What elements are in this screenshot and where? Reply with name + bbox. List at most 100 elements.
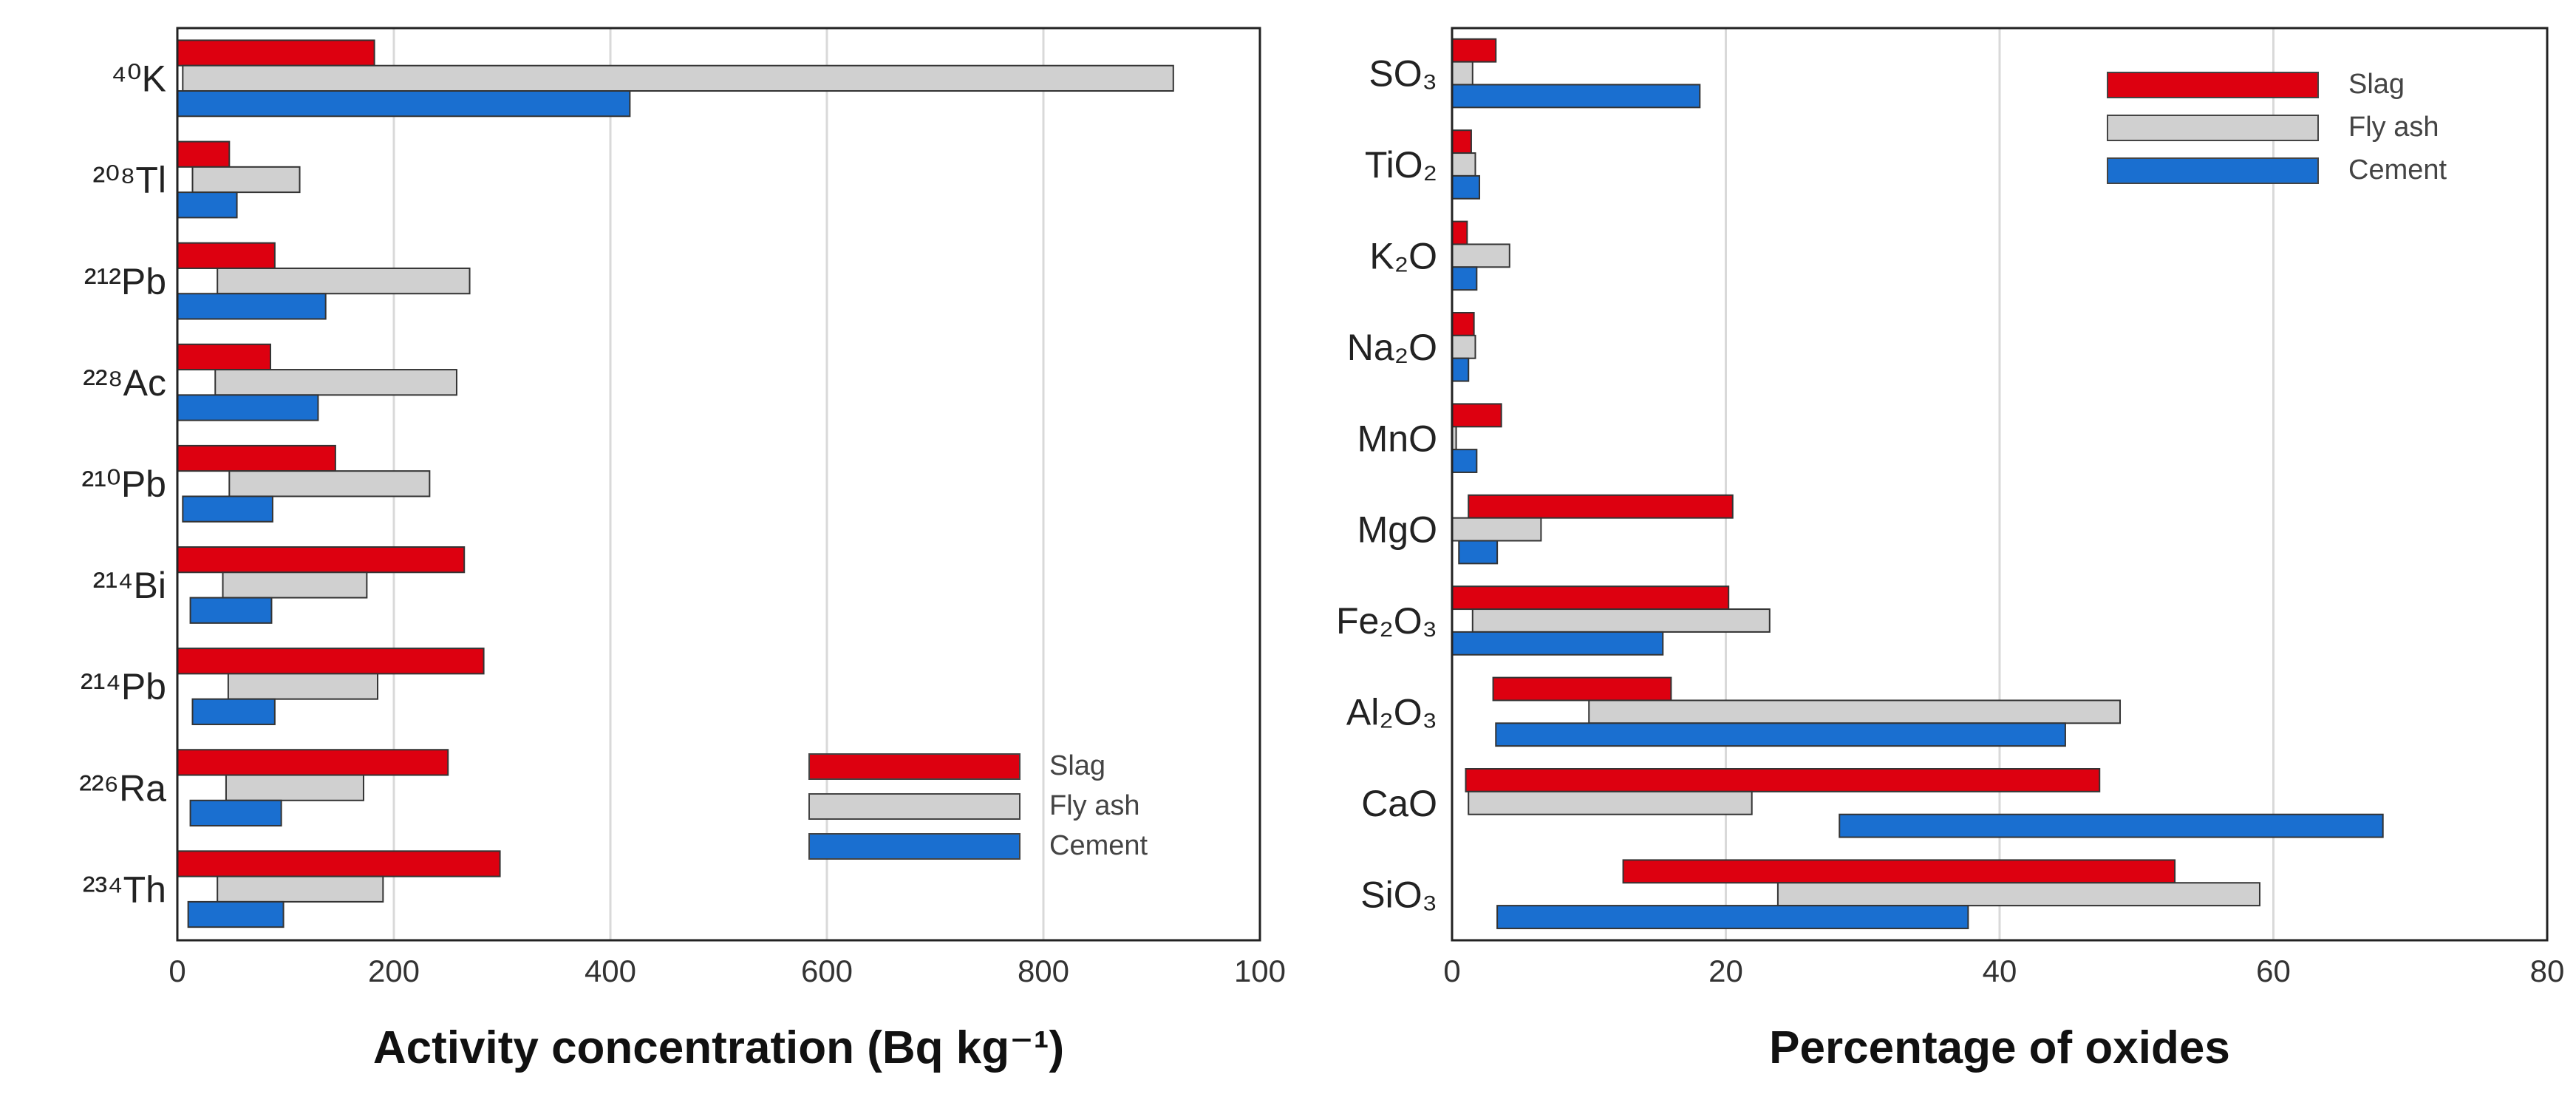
category-label: Na₂O (1347, 327, 1437, 368)
bar-slag (177, 39, 375, 67)
chart-2: 0 20 40 60 80 SO₃ TiO₂ K₂O Na₂O MnO MgO Fe₂O₃ Al₂O₃ C… (1336, 27, 2565, 1073)
bar-fly-ash (227, 673, 379, 700)
bar-slag (177, 242, 276, 269)
legend-label: Slag (1049, 750, 1105, 781)
category-label: MnO (1357, 418, 1437, 459)
bar-cement (177, 293, 327, 320)
bar-fly-ash (182, 64, 1174, 92)
bar-cement (177, 191, 238, 219)
category-label: SiO₃ (1360, 874, 1437, 915)
bar-cement (189, 799, 282, 827)
bar-slag (177, 444, 336, 472)
bar-slag (1451, 129, 1472, 154)
bar-cement (1451, 266, 1478, 291)
x-tick-label: 0 (1443, 954, 1460, 988)
bar-cement (1458, 540, 1499, 565)
category-label: MgO (1357, 509, 1437, 551)
legend-label: Cement (1049, 830, 1148, 861)
bar-fly-ash (1451, 243, 1510, 268)
x-tick-label: 800 (1018, 954, 1069, 988)
legend-label: Slag (2348, 69, 2405, 100)
bar-fly-ash (222, 571, 368, 599)
legend-swatch (2107, 157, 2319, 184)
bar-fly-ash (1468, 790, 1753, 815)
bar-slag (1451, 38, 1497, 63)
bar-fly-ash (1588, 699, 2122, 724)
category-label: SO₃ (1369, 53, 1437, 95)
bar-slag (177, 749, 449, 776)
bar-fly-ash (1451, 517, 1542, 542)
bar-fly-ash (217, 267, 471, 295)
bar-fly-ash (191, 166, 301, 194)
plot-frame (1451, 27, 2549, 942)
bar-fly-ash (228, 470, 431, 497)
bar-slag (177, 648, 485, 675)
category-label: ²¹⁴Bi (93, 565, 166, 606)
legend-label: Cement (2348, 154, 2447, 186)
bar-cement (1451, 174, 1481, 200)
x-tick-label: 200 (368, 954, 420, 988)
bar-cement (189, 597, 273, 624)
bar-slag (177, 140, 231, 168)
bar-cement (1495, 722, 2066, 747)
bar-fly-ash (1776, 882, 2260, 907)
legend-swatch (2107, 115, 2319, 141)
category-label: K₂O (1369, 236, 1437, 277)
x-tick-label: 0 (168, 954, 185, 988)
bar-cement (182, 495, 273, 523)
category-label: ²¹⁰Pb (81, 463, 166, 505)
bar-slag (1451, 403, 1502, 428)
bar-cement (1496, 905, 1969, 929)
bar-slag (177, 850, 501, 877)
bar-cement (1451, 84, 1701, 109)
category-label: TiO₂ (1365, 144, 1437, 186)
bar-slag (1465, 768, 2101, 792)
bar-cement (1451, 631, 1664, 656)
bar-fly-ash (214, 369, 457, 396)
legend-swatch (2107, 72, 2319, 98)
chart-1: 0 200 400 600 800 100 ⁴⁰K ²⁰⁸Tl ²¹²Pb ²²⁸Ac ²¹⁰Pb ²… (79, 27, 1286, 1073)
legend: Slag Fly ash Cement (2107, 69, 2447, 186)
bar-fly-ash (1451, 152, 1476, 177)
bar-slag (177, 546, 466, 574)
bar-slag (1451, 312, 1475, 336)
legend-swatch (808, 833, 1020, 860)
x-tick-label: 80 (2530, 954, 2565, 988)
x-tick-label: 40 (1983, 954, 2017, 988)
category-label: ²¹⁴Pb (81, 666, 166, 707)
category-label: Al₂O₃ (1346, 692, 1437, 733)
x-tick-label: 60 (2256, 954, 2291, 988)
bar-cement (191, 698, 276, 725)
x-axis-title: Percentage of oxides (1769, 1022, 2230, 1073)
bar-fly-ash (1451, 61, 1473, 86)
legend: Slag Fly ash Cement (808, 750, 1148, 861)
x-tick-label: 20 (1708, 954, 1743, 988)
x-tick-label: 400 (585, 954, 636, 988)
plot-frame (176, 27, 1261, 942)
bar-cement (1451, 449, 1478, 473)
category-label: ⁴⁰K (111, 58, 166, 100)
category-label: ²¹²Pb (84, 261, 166, 302)
bar-cement (177, 394, 319, 421)
category-label: ²³⁴Th (83, 869, 166, 910)
legend-swatch (808, 753, 1020, 780)
category-label: CaO (1361, 783, 1437, 824)
bar-fly-ash (225, 774, 364, 801)
x-tick-label: 600 (801, 954, 853, 988)
category-label: ²⁰⁸Tl (93, 160, 166, 201)
bar-slag (1451, 585, 1730, 611)
bar-slag (1492, 676, 1672, 702)
bar-cement (177, 90, 631, 118)
x-axis-title: Activity concentration (Bq kg⁻¹) (373, 1022, 1064, 1073)
bar-slag (1451, 220, 1468, 245)
legend-label: Fly ash (2348, 112, 2439, 143)
legend-swatch (808, 793, 1020, 820)
legend-label: Fly ash (1049, 790, 1139, 821)
bar-fly-ash (1451, 334, 1476, 359)
bar-fly-ash (1471, 608, 1771, 633)
category-label: Fe₂O₃ (1336, 600, 1437, 642)
bar-slag (177, 343, 271, 371)
bar-cement (187, 900, 284, 928)
